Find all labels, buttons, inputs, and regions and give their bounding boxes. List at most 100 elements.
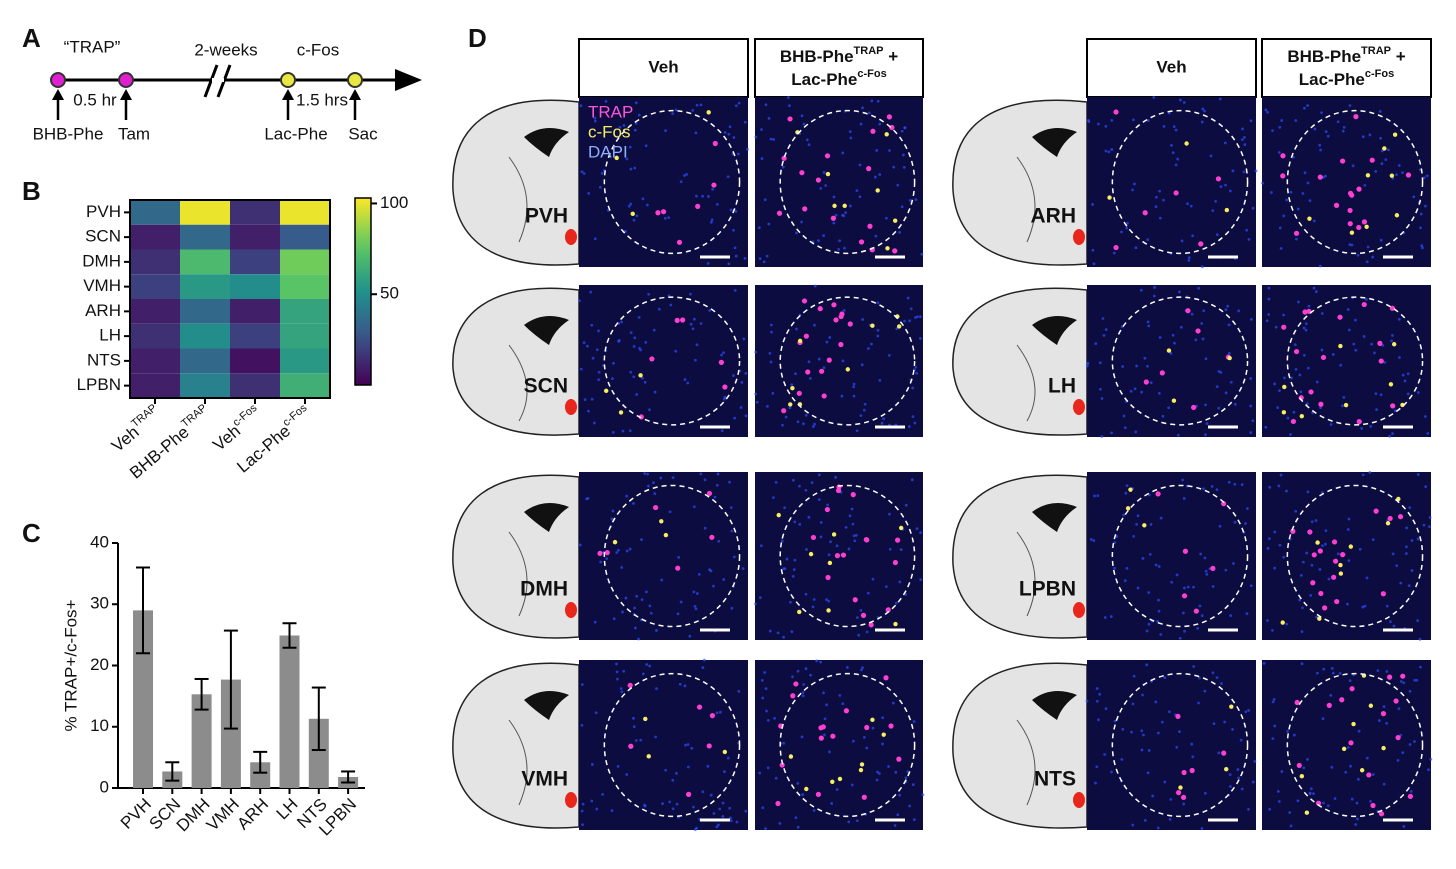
trap-cell <box>1373 508 1379 514</box>
dapi-dot <box>590 799 594 803</box>
trap-cell <box>843 708 850 714</box>
dapi-dot <box>1203 689 1207 693</box>
dapi-dot <box>715 825 719 829</box>
fos-cell <box>630 211 635 217</box>
trap-cell <box>709 713 716 719</box>
dapi-dot <box>1412 195 1416 199</box>
dapi-dot <box>633 166 637 170</box>
dapi-dot <box>834 213 838 217</box>
dapi-dot <box>843 246 846 250</box>
dapi-dot <box>1154 205 1158 209</box>
dapi-dot <box>582 172 586 175</box>
dapi-dot <box>646 472 650 476</box>
dapi-dot <box>874 234 878 238</box>
dapi-dot <box>1408 743 1412 746</box>
trap-cell <box>1395 735 1401 741</box>
dapi-dot <box>1273 530 1277 534</box>
dapi-dot <box>721 814 725 818</box>
dapi-dot <box>1156 826 1160 830</box>
trap-cell <box>866 166 872 172</box>
dapi-dot <box>598 185 602 189</box>
heatmap-cell <box>130 249 180 275</box>
dapi-dot <box>1401 171 1404 175</box>
dapi-dot <box>729 819 733 823</box>
dapi-dot <box>1159 633 1163 636</box>
interval-label: 0.5 hr <box>73 90 117 109</box>
trap-cell <box>1302 309 1308 315</box>
dapi-dot <box>1178 290 1181 294</box>
dapi-dot <box>884 216 888 220</box>
dapi-dot <box>792 568 796 572</box>
trap-cell <box>1294 699 1300 706</box>
dapi-dot <box>849 136 853 140</box>
fos-cell <box>797 609 802 615</box>
trap-cell <box>892 248 898 254</box>
dapi-dot <box>707 195 710 198</box>
dapi-dot <box>1346 308 1350 311</box>
dapi-dot <box>1350 797 1354 801</box>
trap-cell <box>821 393 827 399</box>
dapi-dot <box>764 103 768 107</box>
region-marker <box>565 792 577 808</box>
fos-cell <box>875 188 880 193</box>
trap-cell <box>1361 301 1367 308</box>
fos-cell <box>830 779 835 784</box>
trap-cell <box>815 177 822 183</box>
dapi-dot <box>1095 699 1099 703</box>
dapi-dot <box>663 216 667 220</box>
trap-cell <box>1308 389 1314 395</box>
dapi-dot <box>838 693 842 697</box>
trap-cell <box>781 155 787 161</box>
dapi-dot <box>1086 361 1090 365</box>
dapi-dot <box>1273 382 1276 386</box>
dapi-dot <box>1098 692 1102 696</box>
dapi-dot <box>810 481 814 484</box>
dapi-dot <box>1365 576 1369 580</box>
dapi-dot <box>1397 317 1401 321</box>
dapi-dot <box>808 376 812 380</box>
dapi-dot <box>1404 545 1408 549</box>
dapi-dot <box>643 380 647 384</box>
dapi-dot <box>911 783 915 787</box>
dapi-dot <box>692 805 695 809</box>
dapi-dot <box>1282 214 1286 218</box>
dapi-dot <box>1271 700 1275 704</box>
dapi-dot <box>1300 662 1304 666</box>
dapi-dot <box>1204 569 1208 573</box>
dapi-dot <box>1274 325 1278 329</box>
row-label: NTS <box>87 350 121 369</box>
trap-cell <box>1159 370 1165 376</box>
fos-cell <box>831 532 837 537</box>
micrograph <box>1087 97 1256 267</box>
dapi-dot <box>912 720 916 723</box>
dapi-dot <box>649 611 653 615</box>
dapi-dot <box>794 816 798 820</box>
dapi-dot <box>891 701 895 705</box>
dapi-dot <box>1169 351 1173 355</box>
dapi-dot <box>847 820 851 824</box>
dapi-dot <box>683 174 686 177</box>
dapi-dot <box>1231 169 1235 173</box>
dapi-dot <box>592 421 596 425</box>
dapi-dot <box>1228 773 1232 777</box>
trap-cell <box>1334 598 1340 605</box>
dapi-dot <box>742 337 746 341</box>
dapi-dot <box>1397 164 1401 167</box>
dapi-dot <box>1402 681 1406 685</box>
dapi-dot <box>1425 174 1429 178</box>
region-outline <box>603 296 741 426</box>
dapi-dot <box>1427 768 1430 772</box>
dapi-dot <box>832 195 836 199</box>
dapi-dot <box>1201 107 1205 111</box>
region-outline <box>1111 109 1249 255</box>
y-tick-label: 20 <box>90 655 109 674</box>
text-part: + <box>883 47 898 66</box>
region-outline <box>603 672 741 818</box>
region-label: DMH <box>520 578 568 601</box>
trap-cell <box>597 550 603 556</box>
dapi-dot <box>898 580 902 584</box>
colorbar-tick-label: 100 <box>380 193 408 212</box>
dapi-dot <box>1296 207 1300 211</box>
dapi-dot <box>1293 343 1297 347</box>
row-label: ARH <box>85 301 121 320</box>
